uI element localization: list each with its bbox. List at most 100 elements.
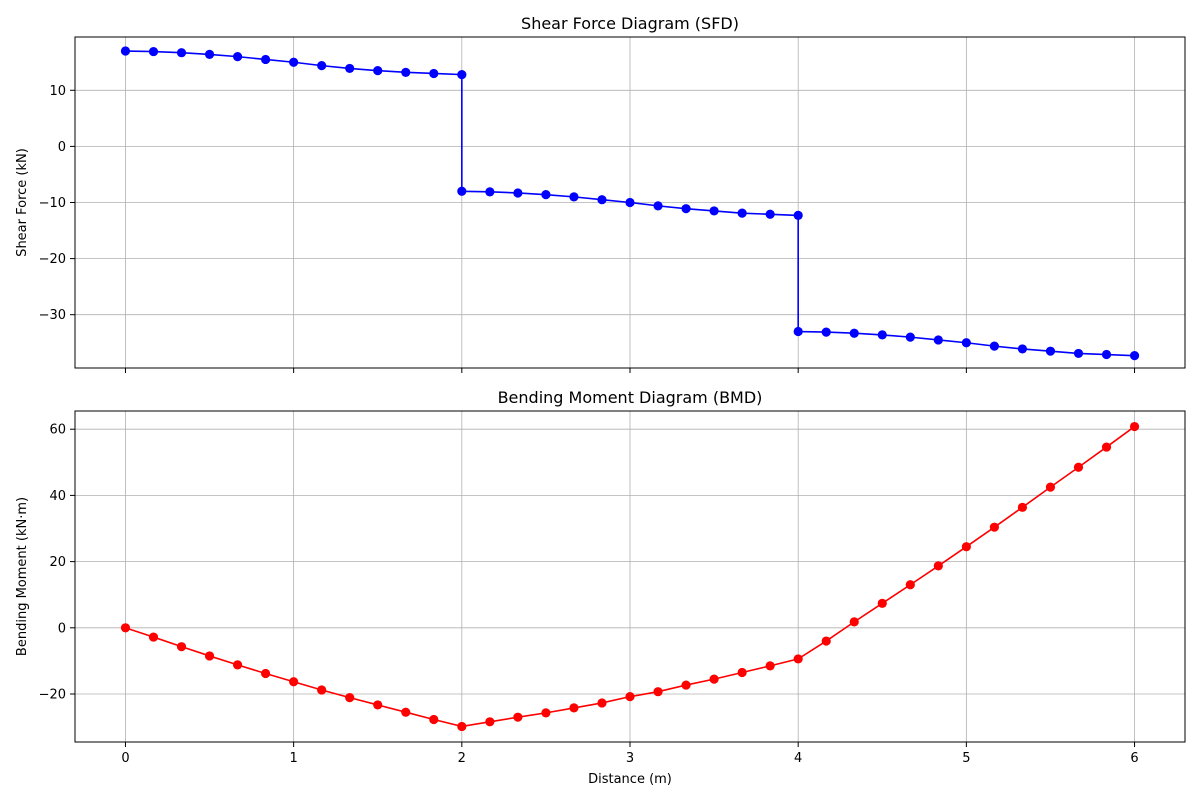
data-point — [457, 721, 467, 732]
data-point — [401, 67, 411, 77]
data-point — [541, 708, 551, 718]
data-point — [597, 195, 607, 205]
data-point — [1101, 442, 1112, 452]
data-point — [625, 692, 635, 702]
data-point — [961, 542, 971, 552]
y-tick-label: 10 — [49, 84, 66, 99]
y-axis-label: Bending Moment (kN·m) — [15, 497, 30, 656]
data-point — [345, 63, 355, 74]
data-point — [877, 330, 887, 340]
x-tick-label: 1 — [289, 751, 297, 766]
data-point — [204, 49, 215, 59]
y-tick-label: −20 — [39, 252, 66, 267]
y-axis-label: Shear Force (kN) — [15, 148, 30, 257]
data-point — [653, 687, 663, 697]
data-point — [737, 208, 747, 218]
data-point — [681, 204, 691, 214]
x-tick-label: 4 — [794, 751, 802, 766]
chart-title: Bending Moment Diagram (BMD) — [498, 388, 763, 407]
data-point — [877, 598, 887, 608]
data-point — [905, 580, 915, 590]
data-point — [569, 192, 579, 202]
data-point — [176, 642, 187, 652]
data-point — [737, 667, 747, 678]
data-point — [232, 660, 243, 670]
data-point — [709, 206, 719, 216]
y-tick-label: 60 — [49, 423, 66, 438]
data-point — [317, 685, 327, 695]
data-point — [1045, 346, 1056, 356]
x-tick-label: 2 — [458, 751, 466, 766]
x-tick-label: 0 — [121, 751, 129, 766]
data-point — [204, 651, 215, 661]
data-point — [485, 717, 495, 727]
data-point — [849, 328, 859, 338]
data-point — [961, 338, 971, 348]
y-tick-label: 40 — [49, 489, 66, 504]
data-point — [148, 632, 159, 642]
data-point — [317, 61, 327, 71]
data-point — [821, 327, 831, 337]
data-point — [513, 188, 523, 198]
data-point — [457, 69, 467, 80]
y-tick-label: 20 — [49, 555, 66, 570]
data-point — [1129, 421, 1140, 432]
data-point — [513, 712, 523, 722]
data-point — [625, 197, 635, 208]
y-tick-label: −10 — [39, 196, 66, 211]
data-point — [1129, 351, 1140, 361]
chart-title: Shear Force Diagram (SFD) — [521, 14, 739, 33]
data-point — [485, 187, 495, 197]
data-point — [933, 561, 943, 571]
data-point — [765, 661, 775, 671]
data-point — [821, 636, 831, 646]
chart-panel-1: 0 1 2 3 4 5 6 −20 0 20 40 60 Bending Moment Diagram … — [15, 388, 1186, 787]
x-tick-label: 6 — [1130, 751, 1138, 766]
y-tick-label: 0 — [58, 140, 66, 155]
data-point — [793, 210, 803, 221]
x-tick-label: 5 — [962, 751, 970, 766]
data-point — [289, 677, 299, 687]
data-point — [905, 332, 915, 342]
data-point — [120, 46, 131, 56]
data-point — [653, 201, 663, 211]
data-point — [989, 522, 999, 532]
data-point — [373, 66, 383, 76]
data-point — [1045, 482, 1056, 492]
data-point — [681, 680, 691, 690]
data-point — [709, 674, 719, 684]
data-point — [429, 68, 439, 79]
data-point — [569, 703, 579, 713]
data-point — [345, 693, 355, 703]
data-point — [1073, 462, 1084, 472]
data-point — [989, 341, 999, 351]
data-point — [1101, 349, 1112, 360]
data-point — [849, 617, 859, 627]
data-point — [597, 698, 607, 708]
x-tick-label: 3 — [626, 751, 634, 766]
data-point — [401, 707, 411, 717]
y-tick-label: −20 — [39, 688, 66, 703]
data-point — [541, 190, 551, 200]
data-point — [232, 52, 243, 62]
data-point — [289, 57, 299, 67]
x-axis-label: Distance (m) — [588, 772, 672, 787]
data-point — [793, 326, 803, 337]
data-point — [1017, 502, 1028, 512]
data-point — [120, 623, 131, 633]
data-point — [933, 335, 943, 345]
data-point — [261, 668, 271, 679]
chart-panel-0: −30 −20 −10 0 10 Shear Force Diagram (SFD) She… — [15, 14, 1186, 373]
data-point — [148, 46, 159, 57]
data-point — [1073, 348, 1084, 359]
data-point — [1017, 344, 1028, 354]
data-point — [429, 714, 439, 725]
data-point — [261, 54, 271, 65]
data-point — [176, 48, 187, 58]
data-point — [373, 700, 383, 710]
data-point — [765, 209, 775, 219]
data-point — [793, 654, 803, 664]
